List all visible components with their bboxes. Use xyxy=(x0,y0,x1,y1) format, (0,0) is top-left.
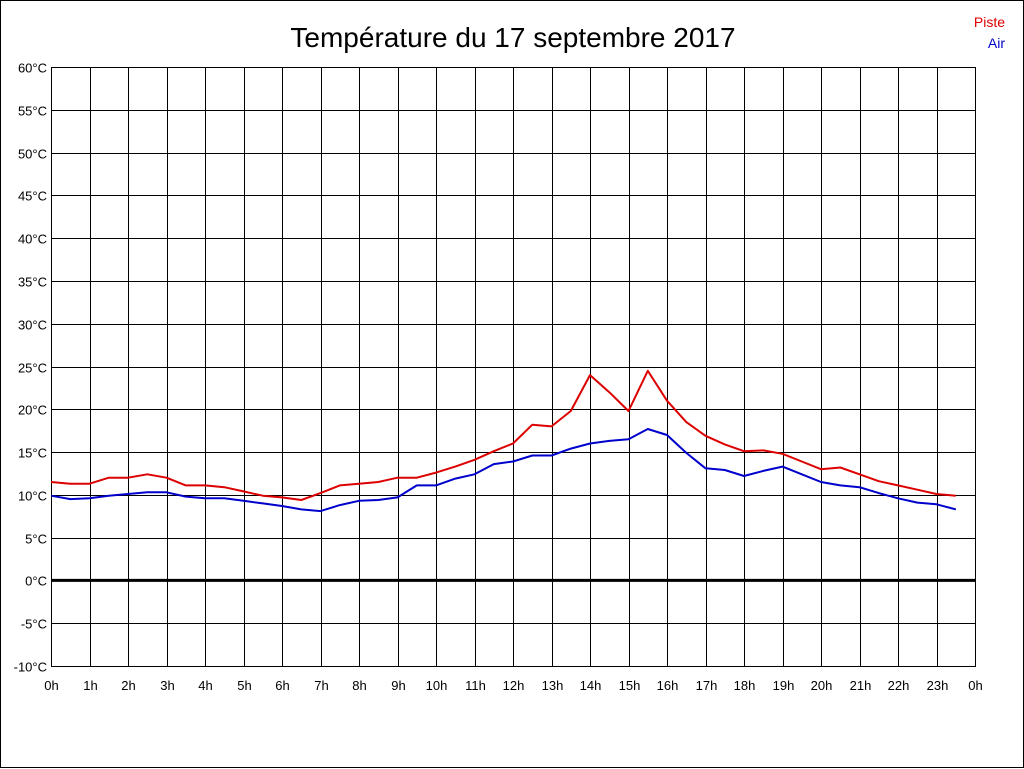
x-tick-label: 9h xyxy=(391,678,405,693)
x-tick-label: 4h xyxy=(198,678,212,693)
y-tick-label: 30°C xyxy=(18,318,47,333)
chart-title: Température du 17 septembre 2017 xyxy=(290,22,735,53)
series-line-piste xyxy=(50,369,956,501)
legend-entry-piste: Piste xyxy=(974,14,1005,30)
x-tick-label: 14h xyxy=(580,678,602,693)
axes xyxy=(51,67,976,667)
x-tick-label: 23h xyxy=(927,678,949,693)
x-tick-label: 13h xyxy=(542,678,564,693)
y-tick-label: 0°C xyxy=(25,574,47,589)
x-tick-label: 0h xyxy=(44,678,58,693)
x-tick-label: 2h xyxy=(121,678,135,693)
x-tick-label: 18h xyxy=(734,678,756,693)
y-tick-label: 50°C xyxy=(18,147,47,162)
x-tick-label: 3h xyxy=(160,678,174,693)
x-tick-label: 19h xyxy=(773,678,795,693)
tick-labels: 0h 1h 2h 3h 4h 5h 6h 7h 8h 9h 10h 11h 12h 13h 14h 15h 16… xyxy=(14,61,983,694)
legend: Piste Air xyxy=(974,14,1005,51)
series-line-air xyxy=(50,428,957,513)
series-lines xyxy=(50,369,957,513)
grid xyxy=(51,67,976,667)
y-tick-label: 55°C xyxy=(18,104,47,119)
x-tick-label: 12h xyxy=(503,678,525,693)
x-tick-label: 8h xyxy=(352,678,366,693)
x-tick-label: 1h xyxy=(83,678,97,693)
x-tick-label: 10h xyxy=(426,678,448,693)
y-tick-label: 5°C xyxy=(25,532,47,547)
plot-border xyxy=(51,67,976,667)
y-tick-label: 40°C xyxy=(18,232,47,247)
y-tick-label: -10°C xyxy=(14,660,47,675)
legend-entry-air: Air xyxy=(988,35,1005,51)
x-tick-label: 16h xyxy=(657,678,679,693)
x-tick-label: 0h xyxy=(968,678,982,693)
x-tick-label: 7h xyxy=(314,678,328,693)
x-tick-label: 15h xyxy=(619,678,641,693)
x-tick-label: 6h xyxy=(275,678,289,693)
x-tick-label: 20h xyxy=(811,678,833,693)
x-tick-label: 11h xyxy=(465,678,486,693)
x-tick-label: 21h xyxy=(850,678,872,693)
y-tick-label: 25°C xyxy=(18,361,47,376)
y-tick-label: 10°C xyxy=(18,489,47,504)
y-tick-label: 35°C xyxy=(18,275,47,290)
y-tick-label: 15°C xyxy=(18,446,47,461)
y-tick-label: 20°C xyxy=(18,403,47,418)
y-tick-label: -5°C xyxy=(21,617,47,632)
y-tick-label: 60°C xyxy=(18,61,47,76)
x-tick-label: 17h xyxy=(696,678,718,693)
x-tick-label: 22h xyxy=(888,678,910,693)
y-tick-label: 45°C xyxy=(18,189,47,204)
x-tick-label: 5h xyxy=(237,678,251,693)
